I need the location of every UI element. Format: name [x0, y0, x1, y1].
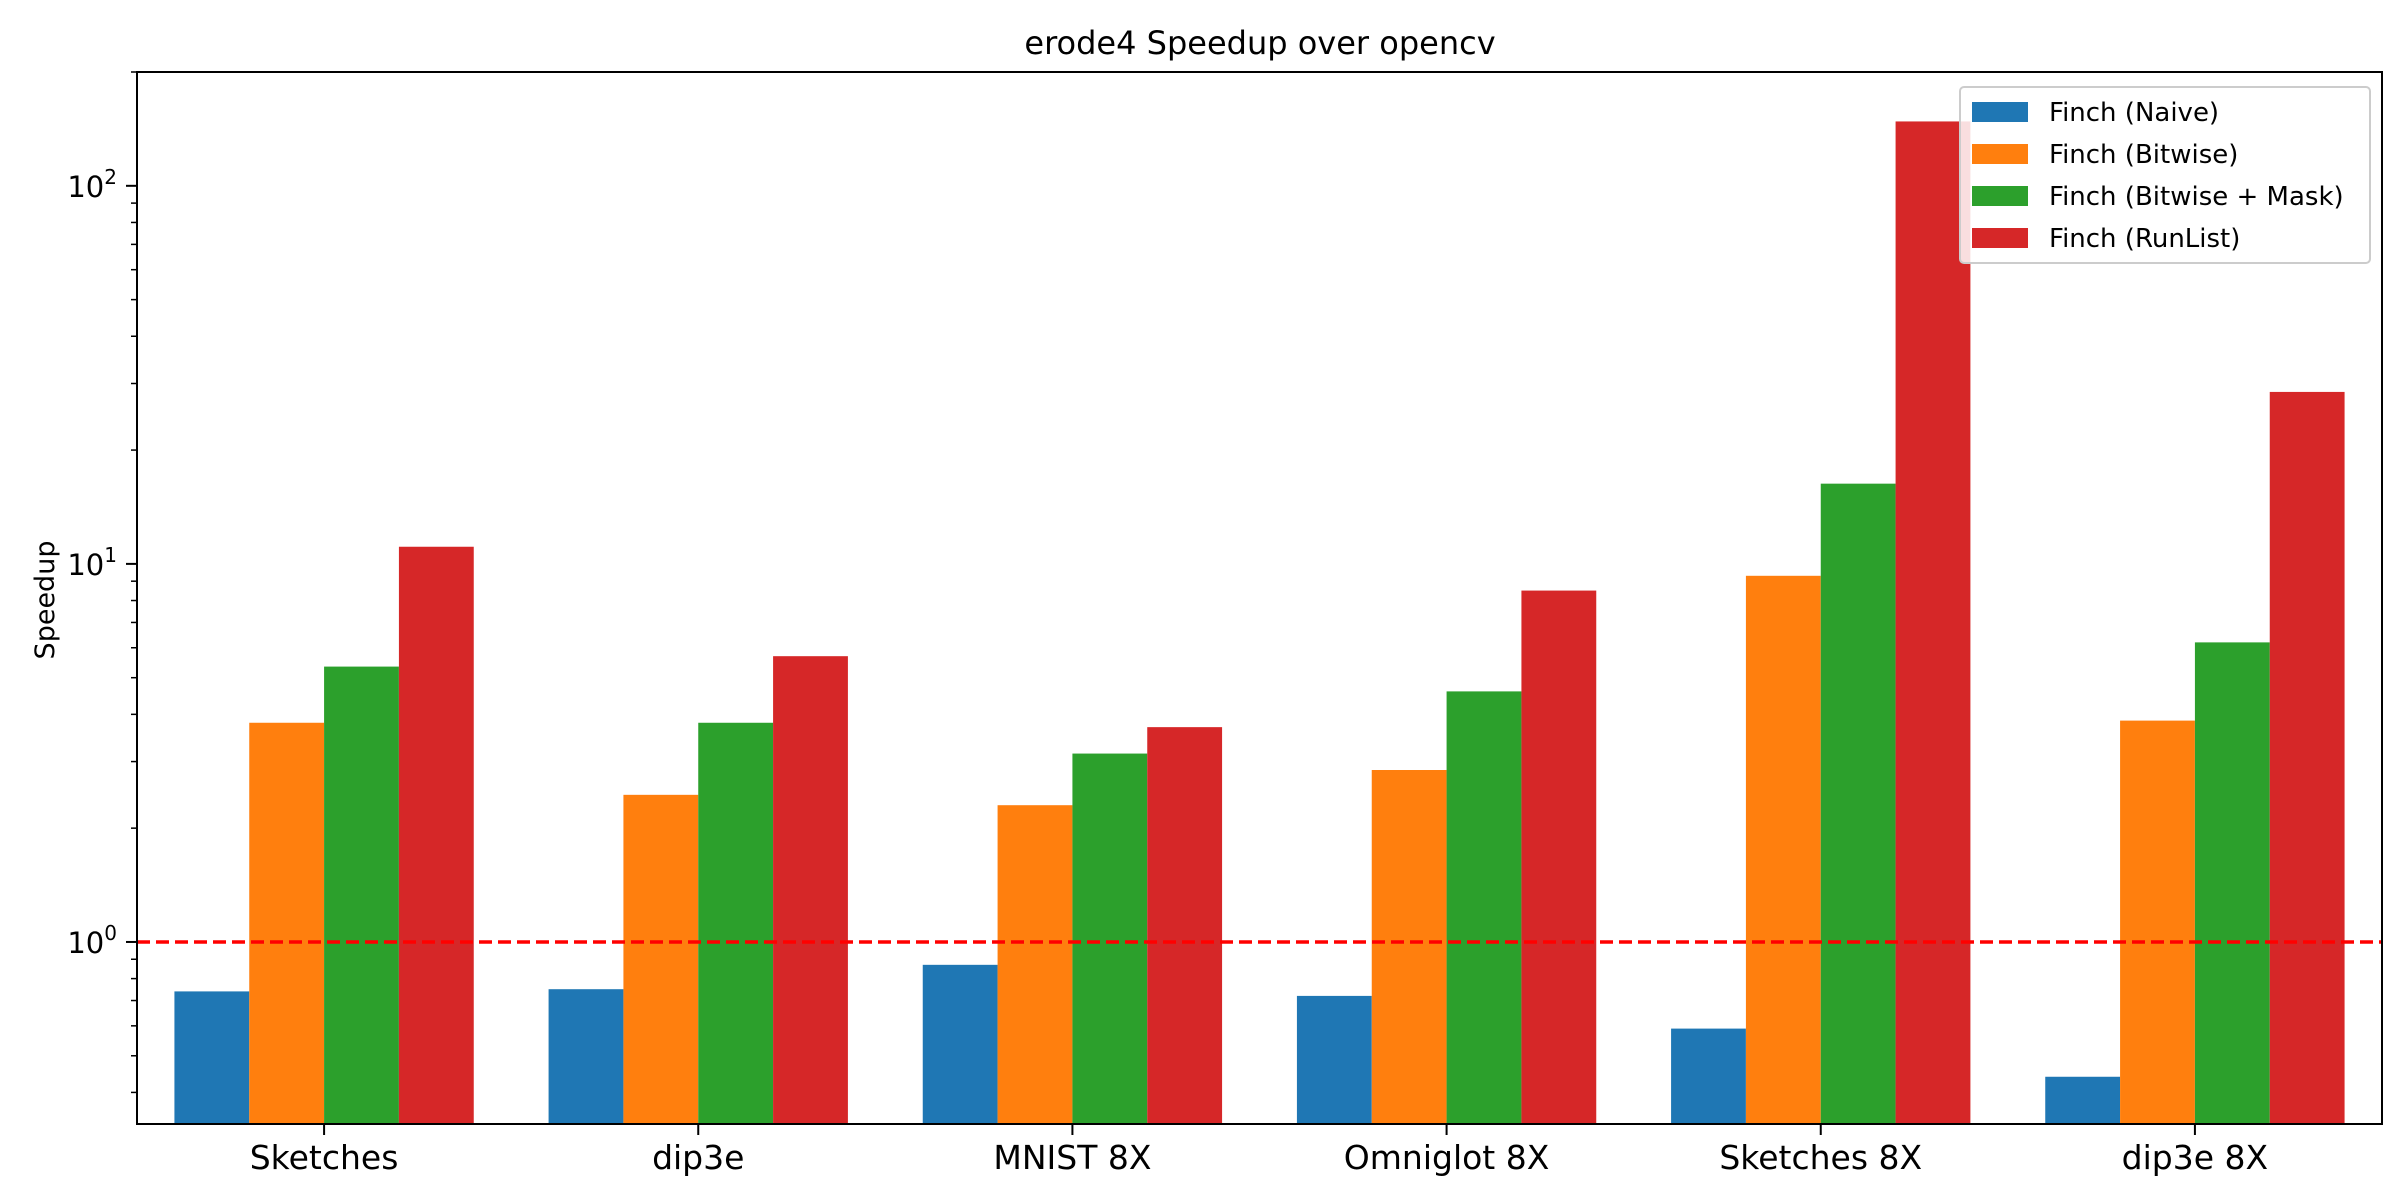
y-axis-label: Speedup	[30, 541, 61, 660]
y-tick-label-3: 102	[67, 165, 117, 204]
x-axis-ticks: Sketches dip3e MNIST 8X Omniglot 8X Sketches…	[250, 1124, 2268, 1177]
x-tick-label-3: MNIST 8X	[993, 1138, 1151, 1177]
plot-frame	[136, 71, 2383, 1125]
bar-3-2	[698, 722, 774, 1124]
bar-2-4	[1371, 770, 1447, 1124]
bar-4-5	[1895, 121, 1971, 1124]
bar-group	[174, 121, 2345, 1124]
bar-4-4	[1521, 590, 1597, 1124]
y-tick-label-1: 100	[67, 921, 117, 960]
legend-box	[1959, 86, 2371, 264]
bar-3-5	[1820, 483, 1896, 1124]
bar-4-3	[1147, 727, 1223, 1124]
bar-4-2	[773, 656, 848, 1124]
legend-swatch-3	[1972, 186, 2028, 206]
chart-title: erode4 Speedup over opencv	[1024, 24, 1495, 62]
legend-swatch-2	[1972, 144, 2028, 164]
legend-label-1: Finch (Naive)	[2049, 98, 2219, 128]
bar-1-6	[2045, 1076, 2121, 1124]
bar-2-5	[1745, 575, 1821, 1124]
bar-3-4	[1446, 691, 1522, 1124]
bar-2-2	[623, 794, 699, 1124]
legend-label-4: Finch (RunList)	[2049, 224, 2240, 254]
bar-1-4	[1296, 995, 1372, 1124]
bar-3-1	[324, 666, 399, 1124]
y-tick-label-2: 101	[67, 543, 117, 582]
bar-1-1	[174, 991, 250, 1124]
x-tick-label-4: Omniglot 8X	[1344, 1138, 1550, 1177]
bar-2-3	[997, 805, 1073, 1124]
bar-1-3	[922, 964, 998, 1124]
bar-2-6	[2120, 720, 2195, 1124]
x-tick-label-6: dip3e 8X	[2122, 1138, 2268, 1177]
bar-3-6	[2194, 642, 2270, 1124]
bar-4-1	[398, 546, 474, 1124]
legend-swatch-4	[1972, 228, 2028, 248]
x-tick-label-5: Sketches 8X	[1719, 1138, 1922, 1177]
legend: Finch (Naive) Finch (Bitwise) Finch (Bitwi…	[1959, 86, 2371, 264]
legend-label-2: Finch (Bitwise)	[2049, 140, 2238, 170]
bar-2-1	[249, 722, 325, 1124]
y-axis-ticks: 100 101 102	[67, 71, 137, 1094]
bar-3-3	[1072, 753, 1148, 1124]
bar-1-2	[548, 989, 624, 1124]
legend-label-3: Finch (Bitwise + Mask)	[2049, 182, 2344, 212]
legend-swatch-1	[1972, 102, 2028, 122]
x-tick-label-2: dip3e	[652, 1138, 744, 1177]
x-tick-label-1: Sketches	[250, 1138, 399, 1177]
bar-1-5	[1671, 1028, 1746, 1124]
bar-4-6	[2269, 391, 2345, 1124]
